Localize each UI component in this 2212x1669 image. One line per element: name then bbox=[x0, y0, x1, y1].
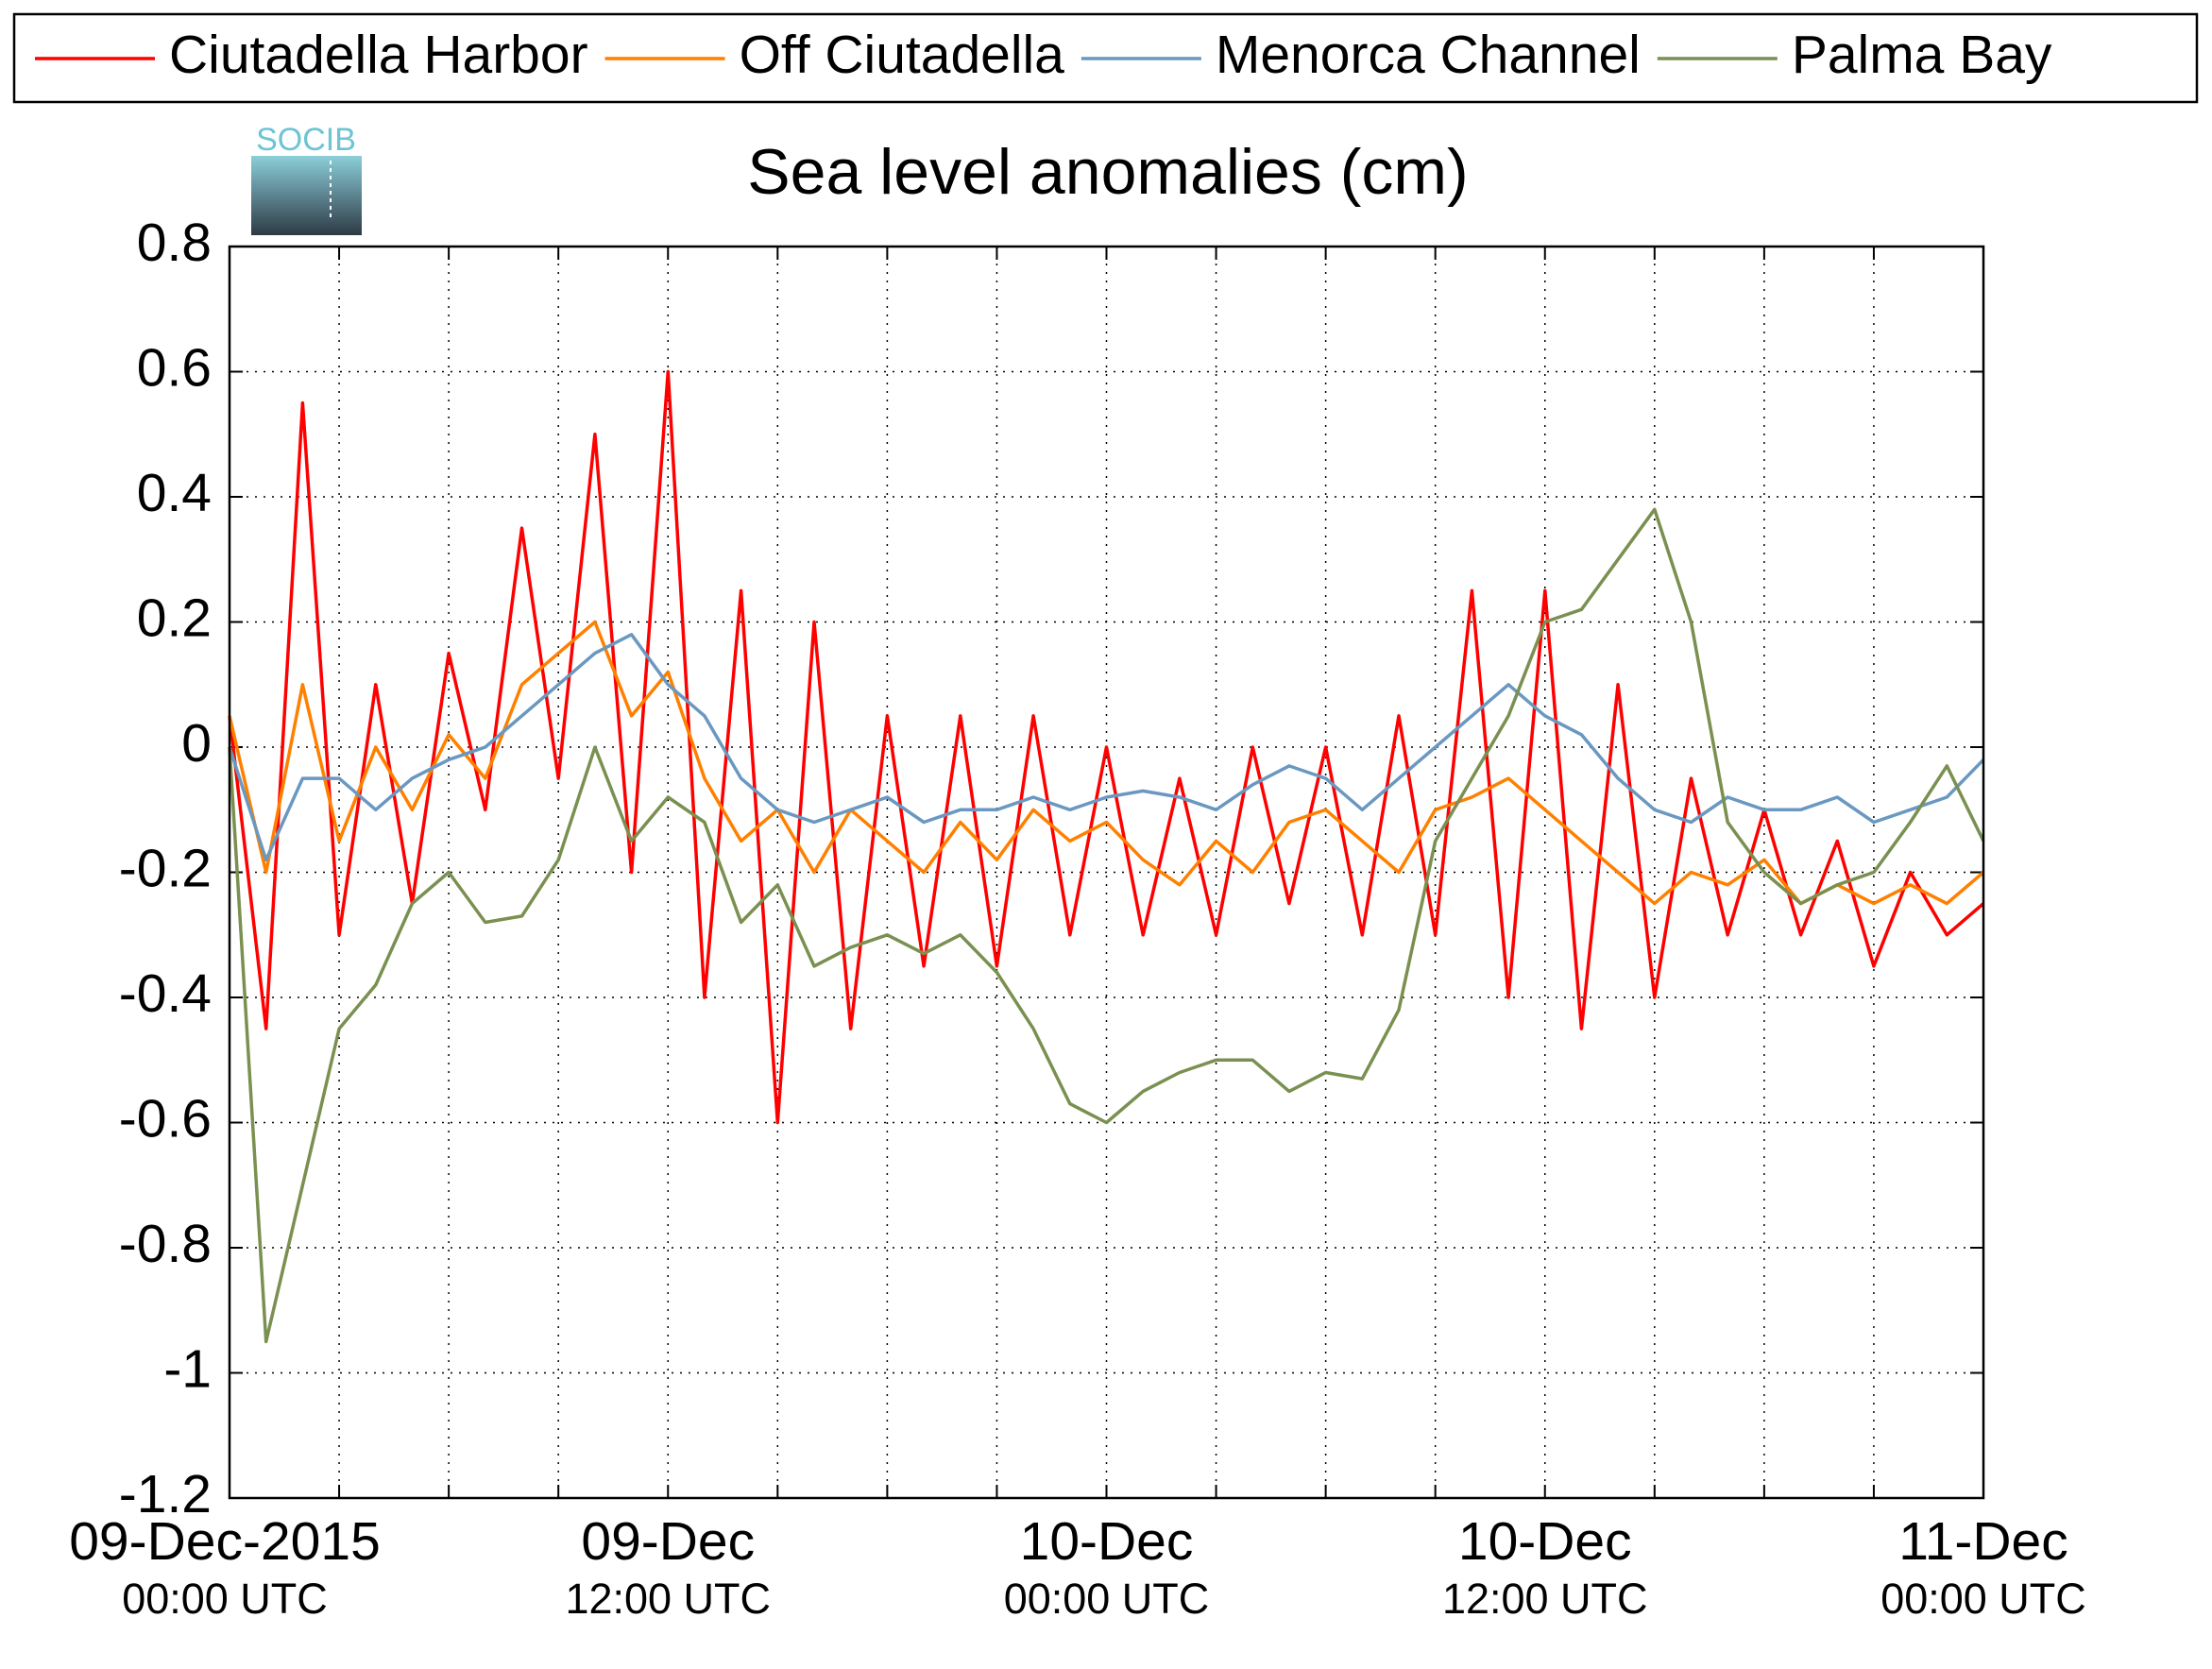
x-tick-label: 11-Dec bbox=[1898, 1511, 2068, 1572]
legend-label: Ciutadella Harbor bbox=[169, 25, 588, 85]
y-tick-label: 0 bbox=[181, 713, 212, 774]
y-tick-label: 0.6 bbox=[137, 338, 212, 399]
y-tick-label: 0.8 bbox=[137, 213, 212, 273]
x-tick-label: 09-Dec bbox=[581, 1511, 755, 1572]
y-tick-label: -0.2 bbox=[119, 839, 212, 899]
x-tick-sublabel: 00:00 UTC bbox=[1004, 1575, 1210, 1623]
logo-text: SOCIB bbox=[256, 122, 356, 158]
series-line bbox=[228, 620, 1985, 906]
plot-frame bbox=[228, 245, 1985, 1500]
x-tick-label: 10-Dec bbox=[1020, 1511, 1194, 1572]
legend-label: Menorca Channel bbox=[1216, 25, 1641, 85]
legend: Ciutadella Harbor Off Ciutadella Menorca C… bbox=[12, 12, 2199, 104]
legend-label: Off Ciutadella bbox=[740, 25, 1065, 85]
chart-title: Sea level anomalies (cm) bbox=[747, 136, 1468, 208]
y-tick-label: -0.6 bbox=[119, 1089, 212, 1150]
series-line bbox=[228, 369, 1985, 1125]
x-tick-label: 09-Dec-2015 bbox=[69, 1511, 381, 1572]
logo: SOCIB bbox=[251, 122, 362, 235]
x-tick-label: 10-Dec bbox=[1458, 1511, 1632, 1572]
y-tick-label: -1 bbox=[163, 1339, 212, 1400]
y-tick-label: -0.4 bbox=[119, 963, 212, 1024]
y-tick-label: 0.4 bbox=[137, 463, 212, 523]
series-line bbox=[228, 633, 1985, 862]
logo-box bbox=[251, 156, 362, 235]
legend-label: Palma Bay bbox=[1792, 25, 2052, 85]
y-tick-label: 0.2 bbox=[137, 588, 212, 649]
x-tick-sublabel: 00:00 UTC bbox=[1880, 1575, 2086, 1623]
x-tick-sublabel: 12:00 UTC bbox=[565, 1575, 771, 1623]
x-tick-sublabel: 00:00 UTC bbox=[122, 1575, 328, 1623]
x-tick-sublabel: 12:00 UTC bbox=[1442, 1575, 1648, 1623]
y-tick-label: -0.8 bbox=[119, 1214, 212, 1274]
y-tick-label: -1.2 bbox=[119, 1464, 212, 1524]
series-line bbox=[228, 507, 1985, 1344]
